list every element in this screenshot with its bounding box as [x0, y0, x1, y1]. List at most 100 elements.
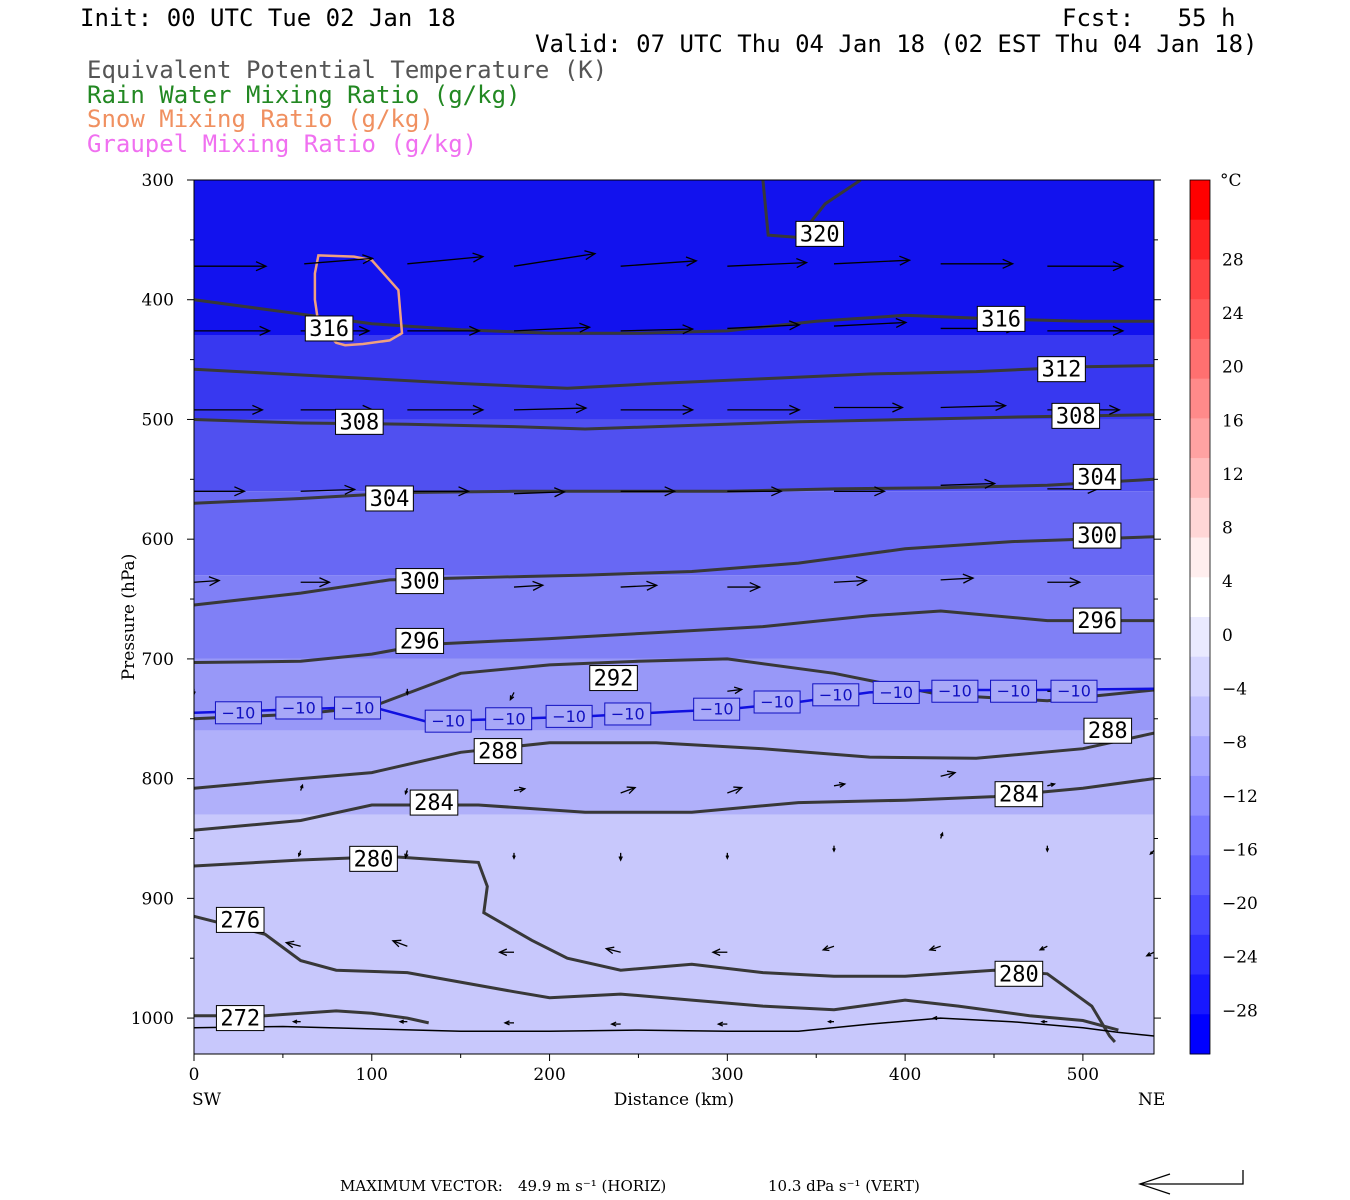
wind-arrow [405, 688, 410, 696]
reference-vector-shaft [1140, 1170, 1244, 1185]
wind-arrow [513, 580, 545, 591]
wind-arrow-head [716, 1021, 724, 1027]
theta-e-label-box [473, 738, 523, 765]
wind-arrow-head [503, 1020, 510, 1026]
colorbar-tick-label: 16 [1222, 411, 1244, 431]
theta-e-label-box [1072, 522, 1122, 549]
wind-arrow-head [733, 686, 744, 695]
isotherm-label: −10 [990, 679, 1038, 703]
wind-arrow [1047, 782, 1057, 788]
isotherm-label: −10 [604, 702, 652, 726]
wind-arrow [513, 322, 592, 333]
theta-e-label-text: 308 [1056, 404, 1096, 429]
wind-arrow-shaft [620, 328, 693, 332]
wind-arrow-head [1040, 1019, 1045, 1024]
colorbar-swatch [1190, 259, 1210, 300]
theta-e-label-text: 280 [999, 962, 1039, 987]
wind-arrow [940, 478, 997, 489]
wind-arrow [620, 404, 695, 415]
theta-e-label-text: 308 [339, 410, 379, 435]
wind-arrow-head [946, 770, 957, 779]
wind-arrow-head [512, 855, 516, 860]
wind-arrow-head [259, 325, 272, 336]
theta-e-label-text: 280 [354, 847, 394, 872]
theta-e-label: 288 [1083, 717, 1133, 744]
theta-e-contour-312 [194, 364, 1154, 390]
wind-arrow-head [928, 945, 937, 952]
wind-arrow [931, 1015, 941, 1021]
x-tick-label: 200 [533, 1065, 565, 1085]
wind-arrow-head [344, 484, 357, 495]
theta-e-label-box [1051, 402, 1101, 429]
wind-arrow [194, 261, 268, 272]
wind-arrow-head [685, 256, 698, 267]
theta-e-label: 280 [994, 960, 1044, 987]
x-tick-label: 300 [711, 1065, 743, 1085]
wind-arrow-shaft [300, 488, 355, 492]
max-vector-label: MAXIMUM VECTOR: [340, 1177, 503, 1195]
colorbar-tick-label: 8 [1222, 519, 1233, 539]
theta-e-label-text: 296 [400, 629, 440, 654]
isotherm-label: −10 [485, 707, 533, 731]
wind-arrow-shaft [194, 579, 220, 583]
wind-arrow [833, 255, 912, 266]
theta-e-label-box [215, 906, 265, 933]
max-vector-vert: 10.3 dPa s⁻¹ (VERT) [768, 1177, 920, 1195]
wind-arrow-head [469, 325, 481, 336]
x-axis-title: Distance (km) [614, 1090, 734, 1110]
wind-arrow [304, 254, 375, 265]
wind-arrow-head [1069, 577, 1082, 588]
terrain-line [194, 1017, 1154, 1037]
wind-arrow-head [532, 580, 545, 591]
wind-arrow-head [962, 573, 975, 584]
wind-arrow-head [1045, 848, 1050, 853]
valid-time: Valid: 07 UTC Thu 04 Jan 18 (02 EST Thu … [535, 30, 1258, 58]
theta-e-label: 312 [1037, 356, 1086, 383]
wind-arrow-shaft [286, 942, 301, 947]
theta-e-label-text: 284 [414, 791, 454, 816]
theta-e-label-text: 316 [309, 317, 349, 342]
theta-e-label: 308 [1051, 402, 1101, 429]
wind-arrow [391, 939, 408, 948]
legend-rain-water: Rain Water Mixing Ratio (g/kg) [87, 81, 521, 109]
isotherm-label-box [545, 704, 593, 728]
wind-arrow-head [1038, 946, 1045, 951]
theta-e-label: 288 [473, 738, 523, 765]
colorbar-unit: °C [1220, 171, 1242, 191]
wind-arrow-shaft [620, 260, 697, 267]
colorbar-swatch [1190, 736, 1210, 777]
wind-arrow [291, 1019, 301, 1024]
colorbar-frame [1189, 179, 1211, 1055]
theta-e-label: 320 [795, 220, 845, 247]
wind-arrow-head [892, 402, 904, 413]
theta-e-label: 300 [1072, 522, 1122, 549]
wind-arrow [727, 320, 801, 331]
isotherm-label: −10 [334, 696, 382, 720]
wind-arrow-head [404, 853, 409, 860]
isotherm-label-text: −10 [819, 685, 853, 704]
theta-e-label-box [304, 315, 354, 342]
colorbar-tick-label: −8 [1222, 733, 1247, 753]
theta-e-label: 272 [215, 1005, 265, 1032]
wind-arrow [727, 686, 744, 695]
isotherm-label-text: −10 [1057, 682, 1091, 701]
wind-arrow [940, 770, 957, 779]
theta-e-label-box [795, 220, 845, 247]
isotherm-label: −10 [1050, 679, 1098, 703]
max-vector-horiz: 49.9 m s⁻¹ (HORIZ) [518, 1177, 667, 1195]
wind-arrow [833, 317, 908, 329]
wind-arrow-head [1145, 952, 1152, 957]
wind-arrow-head [299, 783, 304, 789]
wind-arrow-shaft [940, 482, 995, 486]
isotherm-label: −10 [693, 697, 741, 721]
theta-e-contour-300 [194, 535, 1154, 607]
x-tick-label: 0 [189, 1065, 200, 1085]
wind-arrow-head [788, 320, 801, 331]
wind-arrow [610, 1021, 621, 1027]
theta-e-label: 300 [395, 568, 445, 595]
wind-arrow-shaft [513, 252, 596, 267]
isotherm-label-box [334, 696, 382, 720]
isotherm-label-text: −10 [552, 707, 586, 726]
colorbar-tick-label: −4 [1222, 680, 1247, 700]
colorbar-tick-label: 20 [1222, 358, 1244, 378]
